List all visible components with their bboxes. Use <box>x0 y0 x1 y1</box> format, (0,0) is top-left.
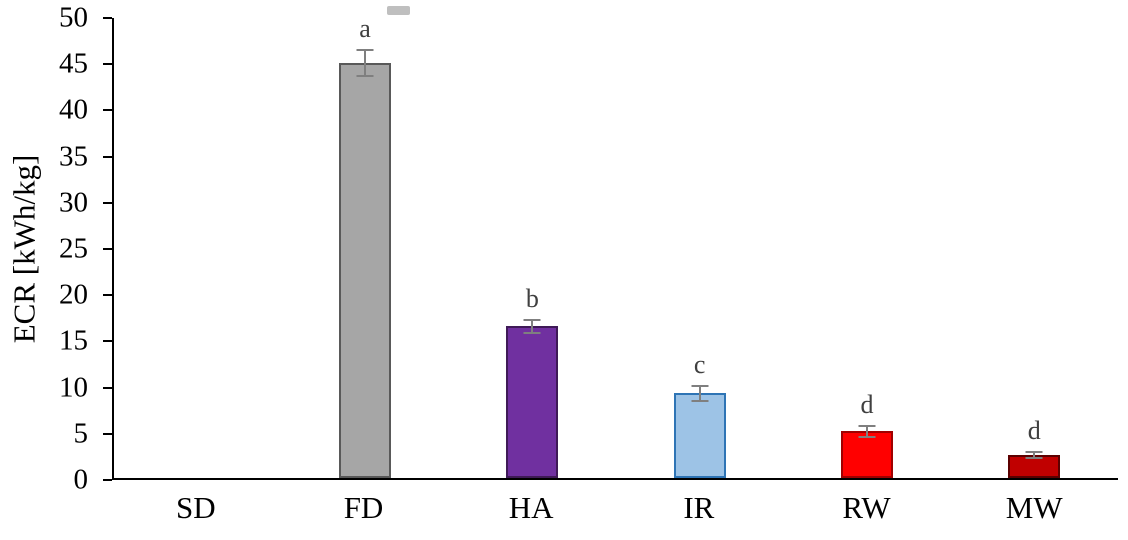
y-tick-label: 0 <box>73 463 89 496</box>
y-tick-label: 10 <box>59 371 88 404</box>
y-tick-label: 30 <box>59 186 88 219</box>
y-tick-mark <box>103 63 112 66</box>
significance-letter-rw: d <box>860 389 874 419</box>
bar-slot-fd: a <box>281 14 448 478</box>
plot-area: a b c d d <box>112 14 1118 480</box>
error-bar-cap <box>858 424 876 427</box>
x-tick-label-sd: SD <box>176 490 216 525</box>
significance-letter-fd: a <box>359 14 371 44</box>
x-tick-label-fd: FD <box>343 490 384 525</box>
bar-slot-ha: b <box>449 18 616 478</box>
y-tick-label: 15 <box>59 324 88 357</box>
significance-letter-mw: d <box>1027 416 1041 446</box>
y-tick-label: 35 <box>59 140 88 173</box>
error-bar-mw <box>1033 452 1036 458</box>
significance-letter-ha: b <box>525 283 539 313</box>
error-bar-cap <box>691 399 709 402</box>
y-tick-mark <box>103 479 112 481</box>
bar-ir <box>673 393 726 478</box>
y-tick-mark <box>103 17 112 19</box>
x-axis-labels: SD FD HA IR RW MW <box>112 480 1118 540</box>
error-bar-cap <box>1025 456 1043 459</box>
x-tick-label-rw: RW <box>842 490 891 525</box>
y-tick-label: 25 <box>59 232 88 265</box>
bar-slot-sd <box>114 18 281 478</box>
y-tick-mark <box>103 340 112 343</box>
y-tick-label: 50 <box>59 1 88 34</box>
bar-rw <box>840 431 893 478</box>
error-bar-cap <box>1025 451 1043 454</box>
y-tick-mark <box>103 248 112 250</box>
y-tick-mark <box>103 109 112 112</box>
bar-slot-ir: c <box>616 18 783 478</box>
y-tick-label: 20 <box>59 278 88 311</box>
error-bar-ir <box>698 386 701 401</box>
error-bar-cap <box>691 385 709 387</box>
error-bar-cap <box>523 318 541 321</box>
error-bar-ha <box>531 319 534 333</box>
bar-fd <box>338 63 391 478</box>
x-tick-label-mw: MW <box>1005 490 1063 525</box>
y-tick-mark <box>103 386 112 389</box>
x-tick-label-ha: HA <box>508 490 554 525</box>
y-tick-label: 5 <box>73 417 89 450</box>
bar-slot-rw: d <box>783 18 950 478</box>
y-axis: 0 5 10 15 20 25 30 35 40 45 50 <box>0 3 112 494</box>
error-bar-cap <box>356 49 374 52</box>
y-tick-mark <box>103 155 112 158</box>
x-tick-label-ir: IR <box>683 490 715 525</box>
error-bar-rw <box>865 425 868 437</box>
cropped-edge-artifact <box>387 6 410 15</box>
error-bar-cap <box>523 331 541 334</box>
bar-ha <box>506 326 559 478</box>
error-bar-cap <box>858 435 876 438</box>
y-tick-label: 45 <box>59 47 88 80</box>
y-tick-mark <box>103 432 112 435</box>
y-tick-mark <box>103 294 112 297</box>
y-tick-mark <box>103 201 112 204</box>
error-bar-fd <box>363 50 366 76</box>
significance-letter-ir: c <box>693 350 706 379</box>
bar-slot-mw: d <box>951 18 1118 478</box>
y-tick-label: 40 <box>59 93 88 126</box>
error-bar-cap <box>356 74 374 77</box>
